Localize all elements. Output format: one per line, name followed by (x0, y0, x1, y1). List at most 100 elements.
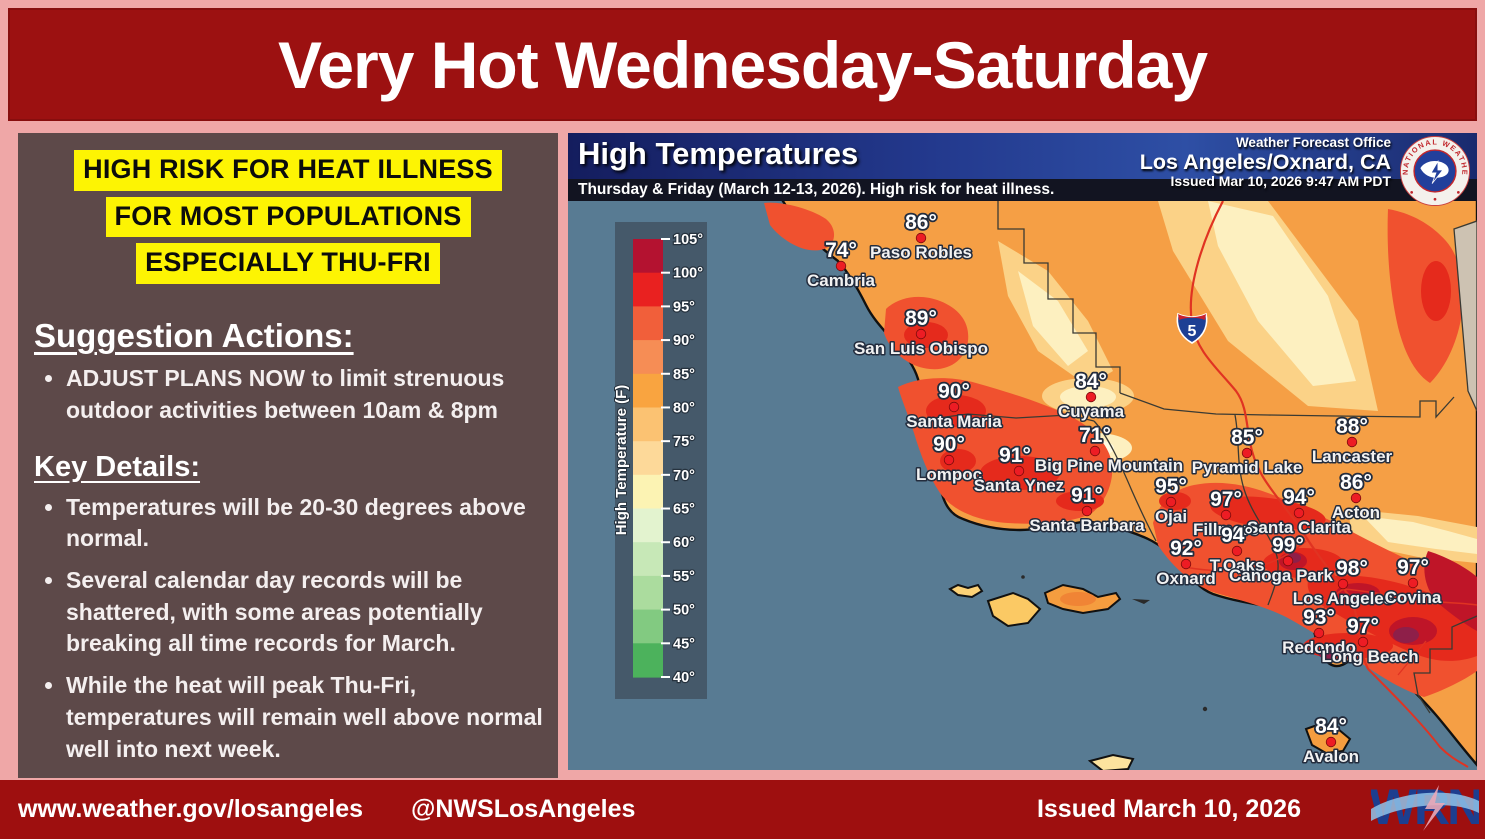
forecast-office-block: Weather Forecast Office Los Angeles/Oxna… (1140, 135, 1391, 190)
colorbar-band (633, 340, 663, 374)
city-temperature: 91° (999, 444, 1031, 467)
colorbar-tick-label: 45° (673, 636, 695, 652)
city-dot (1358, 637, 1368, 647)
city-temperature: 84° (1315, 715, 1347, 738)
city-temperature: 89° (905, 307, 937, 330)
colorbar-tick-label: 95° (673, 299, 695, 315)
city-temperature: 88° (1336, 415, 1368, 438)
city-dot (1242, 448, 1252, 458)
colorbar-tick-label: 90° (673, 333, 695, 349)
city-name: Pyramid Lake (1192, 458, 1303, 477)
colorbar-tick-label: 75° (673, 434, 695, 450)
key-detail-bullet: Temperatures will be 20-30 degrees above… (66, 492, 546, 555)
nws-logo-icon: NATIONAL WEATHER SERVICE (1399, 135, 1471, 212)
city-temperature: 85° (1231, 426, 1263, 449)
city-temperature: 93° (1303, 606, 1335, 629)
alert-line-1: HIGH RISK FOR HEAT ILLNESS (74, 150, 502, 191)
city-temperature: 95° (1155, 475, 1187, 498)
city-dot (1294, 508, 1304, 518)
city-temperature: 97° (1347, 615, 1379, 638)
colorbar-band (633, 273, 663, 307)
city-dot (1283, 556, 1293, 566)
colorbar-tick-label: 85° (673, 367, 695, 383)
shield-number: 5 (1188, 323, 1197, 340)
colorbar-band (633, 408, 663, 442)
city-dot (944, 455, 954, 465)
city-name: San Luis Obispo (854, 339, 988, 358)
temperature-map: 5 105° 100° 95° 90° 85° 80° 75° 70° 65° 60° 55° 50°… (568, 201, 1477, 770)
city-name: Cambria (807, 271, 876, 290)
colorbar-band (633, 306, 663, 340)
colorbar-tick-label: 105° (673, 232, 703, 248)
colorbar-band (633, 239, 663, 273)
city-dot (916, 329, 926, 339)
city-name: Lancaster (1312, 447, 1393, 466)
colorbar-band (633, 576, 663, 610)
city-dot (1221, 510, 1231, 520)
colorbar-tick-label: 50° (673, 603, 695, 619)
city-temperature: 86° (1340, 471, 1372, 494)
footer-issued-date: Issued March 10, 2026 (1037, 795, 1301, 824)
city-temperature: 86° (905, 211, 937, 234)
map-title: High Temperatures (578, 136, 858, 172)
city-dot (1326, 737, 1336, 747)
city-temperature: 90° (933, 433, 965, 456)
office-name: Los Angeles/Oxnard, CA (1140, 150, 1391, 174)
city-name: Santa Barbara (1029, 516, 1145, 535)
colorbar-band (633, 374, 663, 408)
city-temperature: 97° (1210, 488, 1242, 511)
map-header: High Temperatures Thursday & Friday (Mar… (568, 133, 1477, 201)
city-temperature: 71° (1079, 424, 1111, 447)
colorbar-tick-label: 70° (673, 468, 695, 484)
colorbar-tick-label: 80° (673, 400, 695, 416)
temperature-colorbar: 105° 100° 95° 90° 85° 80° 75° 70° 65° 60° 55° 50° 45… (613, 222, 707, 699)
title-banner: Very Hot Wednesday-Saturday (8, 8, 1477, 121)
footer-bar: www.weather.gov/losangeles @NWSLosAngele… (0, 780, 1485, 839)
page-title: Very Hot Wednesday-Saturday (278, 27, 1207, 103)
key-detail-bullet: While the heat will peak Thu-Fri, temper… (66, 670, 546, 765)
city-dot (1232, 546, 1242, 556)
city-dot (1166, 497, 1176, 507)
colorbar-tick-label: 55° (673, 569, 695, 585)
city-dot (1314, 628, 1324, 638)
colorbar-tick-label: 100° (673, 266, 703, 282)
city-dot (1408, 578, 1418, 588)
twitter-handle[interactable]: @NWSLosAngeles (411, 795, 635, 824)
colorbar-band (633, 441, 663, 475)
city-name: Long Beach (1321, 647, 1418, 666)
suggestion-actions-list: ADJUST PLANS NOW to limit strenuous outd… (36, 363, 546, 426)
city-temperature: 99° (1272, 534, 1304, 557)
alert-line-2: FOR MOST POPULATIONS (106, 197, 471, 238)
colorbar-band (633, 509, 663, 543)
city-temperature: 94° (1221, 524, 1253, 547)
city-name: Cuyama (1058, 402, 1125, 421)
colorbar-band (633, 610, 663, 644)
colorbar-axis-label: High Temperature (F) (613, 385, 630, 536)
city-name: Santa Maria (906, 412, 1002, 431)
city-dot (1014, 466, 1024, 476)
city-dot (1347, 437, 1357, 447)
colorbar-tick-label: 65° (673, 502, 695, 518)
alert-line-3: ESPECIALLY THU-FRI (136, 243, 440, 284)
city-dot (1090, 446, 1100, 456)
heat-risk-alert: HIGH RISK FOR HEAT ILLNESS FOR MOST POPU… (28, 147, 548, 287)
city-name: Canoga Park (1229, 566, 1333, 585)
city-name: Lompoc (916, 465, 982, 484)
colorbar-band (633, 643, 663, 677)
city-name: Big Pine Mountain (1035, 456, 1183, 475)
suggestion-bullet: ADJUST PLANS NOW to limit strenuous outd… (66, 363, 546, 426)
wrn-logo-icon: WRN (1371, 779, 1479, 839)
key-detail-bullet: Several calendar day records will be sha… (66, 565, 546, 660)
city-dot (1181, 559, 1191, 569)
city-temperature: 98° (1336, 557, 1368, 580)
city-name: Oxnard (1156, 569, 1216, 588)
city-dot (916, 233, 926, 243)
city-name: Paso Robles (870, 243, 972, 262)
city-temperature: 91° (1071, 484, 1103, 507)
colorbar-tick-label: 60° (673, 535, 695, 551)
office-label: Weather Forecast Office (1140, 135, 1391, 150)
city-temperature: 92° (1170, 537, 1202, 560)
map-panel: High Temperatures Thursday & Friday (Mar… (568, 133, 1477, 770)
city-temperature: 74° (825, 239, 857, 262)
website-link[interactable]: www.weather.gov/losangeles (18, 795, 363, 824)
